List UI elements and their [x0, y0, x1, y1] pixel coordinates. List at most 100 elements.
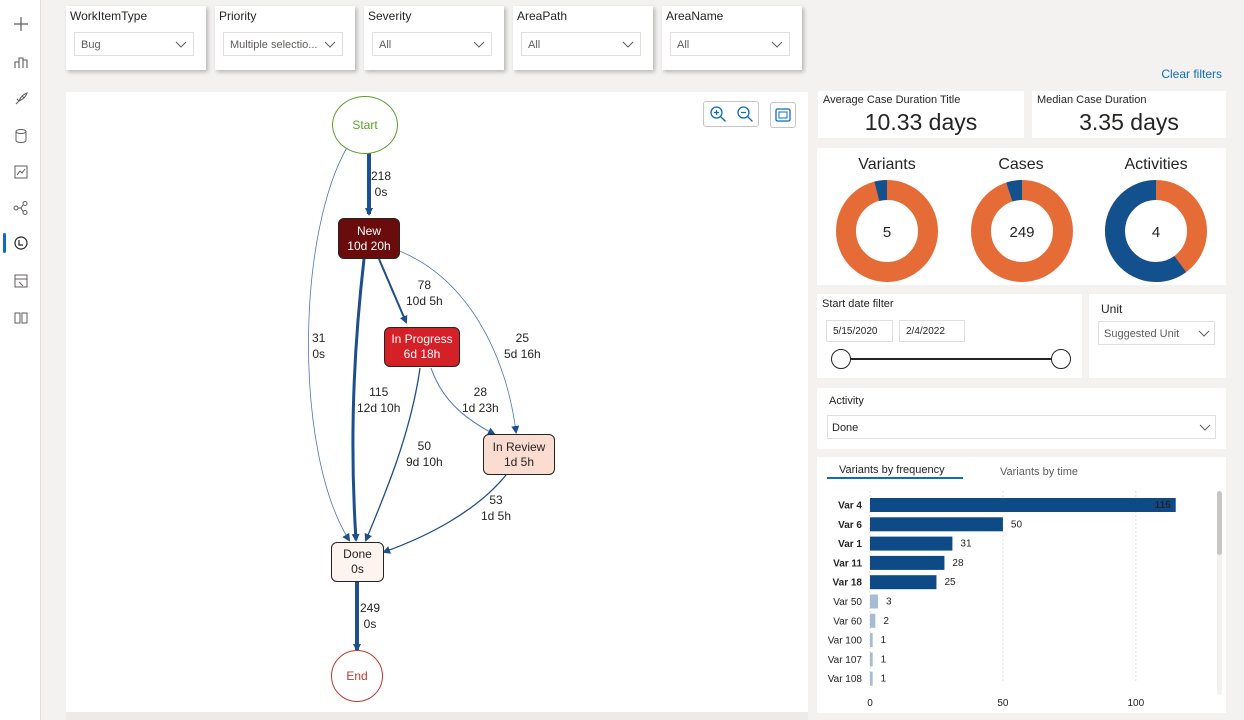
- unit-dropdown[interactable]: Suggested Unit: [1098, 321, 1215, 345]
- fit-screen-icon: [775, 108, 791, 122]
- donut-value-cases: 249: [1009, 224, 1035, 241]
- bar[interactable]: [870, 671, 873, 686]
- areaname-dropdown[interactable]: All: [670, 32, 790, 56]
- tab-variants-by-frequency[interactable]: Variants by frequency: [839, 464, 945, 476]
- edge-time: 1d 23h: [462, 401, 499, 415]
- edge-time: 12d 10h: [357, 401, 401, 415]
- edge-label-progress-review: 28 1d 23h: [462, 384, 499, 416]
- dashboard-icon[interactable]: [0, 47, 41, 77]
- edge-label-new-review: 25 5d 16h: [504, 330, 541, 362]
- date-slider-start-handle[interactable]: [831, 349, 851, 369]
- node-label: Start: [352, 117, 378, 132]
- bar[interactable]: [870, 633, 873, 648]
- report-icon[interactable]: [0, 266, 41, 296]
- end-date-input[interactable]: 2/4/2022: [899, 320, 965, 342]
- edge-count: 28: [473, 385, 488, 399]
- process-mining-icon[interactable]: [0, 228, 41, 258]
- node-duration: 10d 20h: [347, 238, 391, 253]
- donut-value-segment: [1105, 180, 1207, 282]
- edge-time: 1d 5h: [481, 509, 512, 523]
- node-in-progress[interactable]: In Progress 6d 18h: [384, 327, 460, 367]
- data-label: 2: [883, 616, 889, 627]
- scrollbar-thumb[interactable]: [1217, 491, 1222, 555]
- book-icon[interactable]: [0, 303, 41, 333]
- node-in-review[interactable]: In Review 1d 5h: [483, 434, 555, 475]
- bar[interactable]: [870, 555, 945, 570]
- edge-review-done: [382, 474, 507, 554]
- chevron-down-icon: [1199, 424, 1211, 431]
- dropdown-value: Done: [832, 422, 859, 434]
- workitemtype-dropdown[interactable]: Bug: [74, 32, 194, 56]
- node-end[interactable]: End: [331, 650, 383, 702]
- edge-new-review: [396, 249, 520, 434]
- areapath-dropdown[interactable]: All: [521, 32, 641, 56]
- chevron-down-icon: [175, 41, 187, 48]
- zoom-out-icon[interactable]: [736, 105, 754, 123]
- filter-label: WorkItemType: [70, 9, 148, 23]
- chevron-down-icon: [324, 41, 336, 48]
- dropdown-value: Multiple selectio...: [230, 39, 318, 51]
- start-date-filter: Start date filter 5/15/2020 2/4/2022: [817, 294, 1082, 378]
- donut-title-activities: Activities: [1124, 156, 1188, 173]
- edge-time: 9d 10h: [406, 455, 443, 469]
- activity-filter: Activity Done: [817, 388, 1226, 449]
- filter-label: Priority: [219, 9, 257, 23]
- process-map: Start New 10d 20h In Progress 6d 18h In …: [66, 92, 808, 712]
- donut-value-segment: [971, 180, 1073, 282]
- edge-new-progress: [378, 258, 408, 324]
- rocket-icon[interactable]: [0, 84, 41, 114]
- active-indicator: [3, 233, 6, 253]
- chevron-down-icon: [1198, 330, 1210, 337]
- bar[interactable]: [870, 536, 953, 551]
- edge-progress-review: [430, 367, 496, 435]
- edge-label-new-done: 115 12d 10h: [357, 384, 400, 416]
- edge-new-done: [351, 258, 366, 542]
- database-icon[interactable]: [0, 121, 41, 151]
- data-label: 25: [944, 577, 956, 588]
- category-label: Var 18: [833, 578, 863, 589]
- fit-to-screen-button[interactable]: [770, 102, 796, 128]
- date-slider-end-handle[interactable]: [1051, 349, 1071, 369]
- edge-label-start-done: 31 0s: [312, 330, 325, 362]
- edge-time: 0s: [312, 347, 326, 361]
- start-date-input[interactable]: 5/15/2020: [826, 320, 893, 342]
- node-start[interactable]: Start: [332, 96, 398, 154]
- dropdown-value: All: [677, 39, 690, 51]
- zoom-in-icon[interactable]: [709, 105, 727, 123]
- node-duration: 1d 5h: [503, 454, 535, 469]
- kpi-value: 3.35 days: [1079, 109, 1179, 135]
- node-done[interactable]: Done 0s: [331, 542, 384, 582]
- edge-label-start-new: 218 0s: [371, 168, 391, 200]
- kpi-title: Median Case Duration: [1037, 94, 1147, 106]
- add-icon[interactable]: [0, 9, 41, 39]
- activity-dropdown[interactable]: Done: [827, 415, 1216, 439]
- node-duration: 6d 18h: [403, 347, 441, 361]
- bar[interactable]: [870, 517, 1003, 532]
- flow-icon[interactable]: [0, 193, 41, 223]
- process-graph-edges: [308, 143, 520, 652]
- node-new[interactable]: New 10d 20h: [338, 218, 400, 259]
- edge-count: 249: [360, 601, 381, 615]
- filter-areapath: AreaPath All: [513, 6, 653, 70]
- chart-scrollbar[interactable]: [1217, 491, 1222, 695]
- node-name: In Review: [492, 439, 546, 454]
- donut-activities: [1105, 180, 1207, 282]
- kpi-value: 10.33 days: [864, 109, 978, 135]
- bar[interactable]: [870, 498, 1176, 512]
- bar[interactable]: [870, 613, 876, 628]
- priority-dropdown[interactable]: Multiple selectio...: [223, 32, 343, 56]
- edge-time: 0s: [363, 617, 377, 631]
- chart-icon[interactable]: [0, 157, 41, 187]
- data-label: 115: [1155, 500, 1172, 511]
- kpi-average-duration: Average Case Duration Title 10.33 days: [818, 91, 1024, 138]
- tab-variants-by-time[interactable]: Variants by time: [1000, 466, 1079, 478]
- severity-dropdown[interactable]: All: [372, 32, 492, 56]
- bar[interactable]: [870, 575, 937, 590]
- bar[interactable]: [870, 652, 873, 667]
- unit-title: Unit: [1101, 302, 1123, 316]
- category-label: Var 1: [838, 539, 862, 550]
- edge-label-progress-done: 50 9d 10h: [406, 438, 443, 470]
- date-slider-track: [841, 358, 1061, 360]
- clear-filters-link[interactable]: Clear filters: [1161, 67, 1222, 81]
- bar[interactable]: [870, 594, 878, 609]
